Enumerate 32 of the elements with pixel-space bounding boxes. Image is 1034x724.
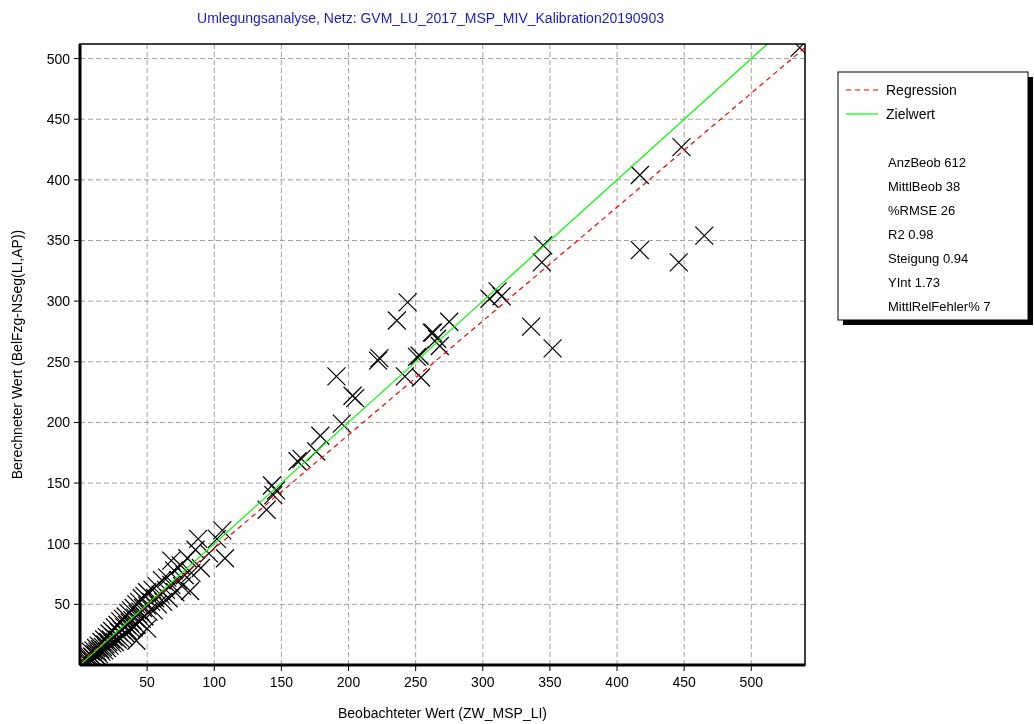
y-tick-label: 250 [46,353,71,370]
y-tick-label: 400 [46,171,71,188]
y-tick-label: 350 [46,232,71,249]
text: AnzBeob 612 [888,155,967,170]
x-tick-label: 300 [471,674,495,690]
y-tick-label: 100 [46,535,71,552]
legend-label: Regression [886,82,957,98]
chart-title: Umlegungsanalyse, Netz: GVM_LU_2017_MSP_MIV_Kalibration20190903 [197,10,665,26]
x-tick-label: 350 [538,674,562,690]
text: Steigung 0.94 [888,251,969,266]
y-tick-label: 300 [46,293,71,310]
y-tick-label: 450 [46,111,71,128]
y-tick-label: 50 [54,596,71,613]
x-tick-label: 450 [672,674,697,690]
text: YInt 1.73 [888,275,941,290]
legend-label: Zielwert [886,106,936,122]
y-tick-label: 200 [46,414,71,431]
x-tick-label: 400 [605,674,629,690]
x-tick-label: 100 [202,674,227,690]
text: R2 0.98 [888,227,934,242]
x-tick-label: 150 [269,674,294,690]
text: MittlRelFehler% 7 [888,299,991,314]
text: %RMSE 26 [888,203,956,218]
x-tick-label: 50 [139,674,156,690]
x-tick-label: 500 [739,674,764,690]
x-axis-title: Beobachteter Wert (ZW_MSP_LI) [337,705,548,721]
y-axis-title: Berechneter Wert (BelFzg-NSeg(LI,AP)) [9,229,25,480]
x-tick-label: 250 [403,674,428,690]
y-tick-label: 500 [46,50,71,67]
y-tick-label: 150 [46,475,71,492]
text: MittlBeob 38 [888,179,961,194]
x-tick-label: 200 [336,674,361,690]
